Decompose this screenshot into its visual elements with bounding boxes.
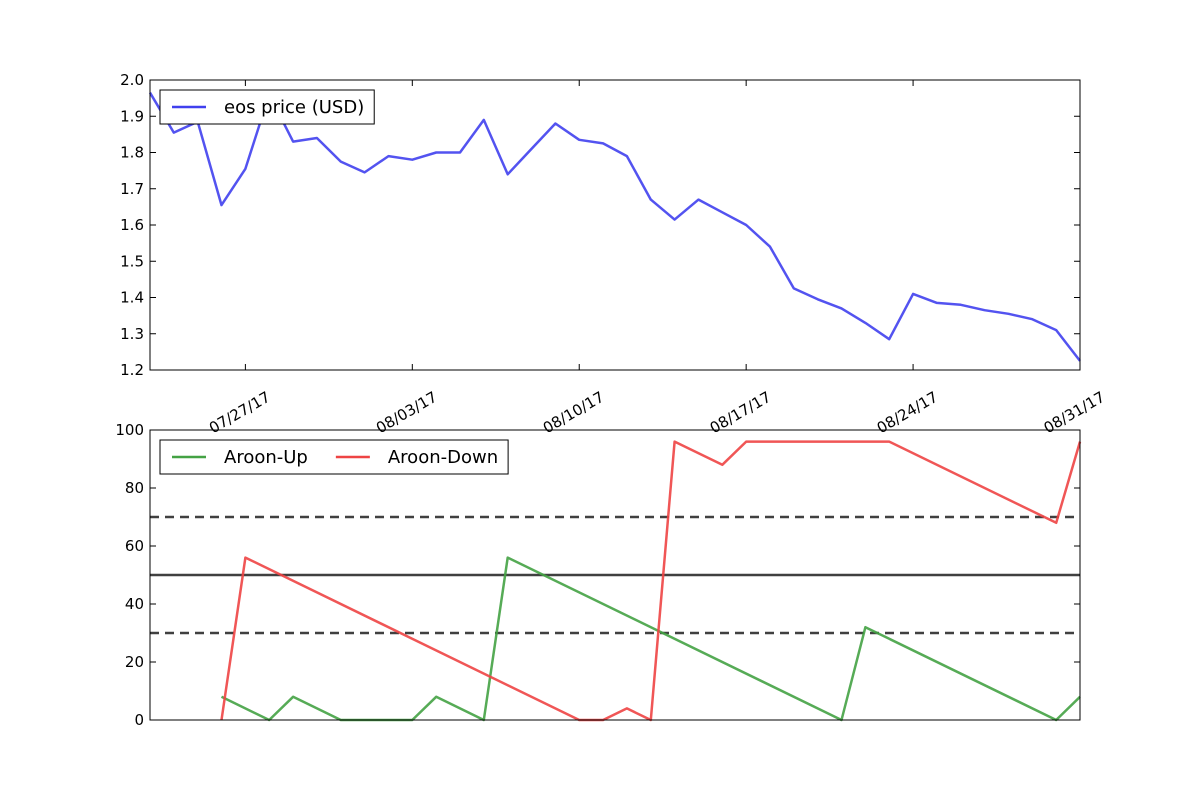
aroon-y-ticks: 0 20 40 60 80 100 (115, 421, 1080, 729)
y-tick: 1.6 (120, 216, 1080, 234)
legend-item-aroon-up: Aroon-Up (172, 447, 308, 468)
y-tick: 1.9 (120, 107, 1080, 125)
price-y-ticks: 1.2 1.3 1.4 1.5 1.6 1.7 1.8 1.9 2.0 (120, 71, 1080, 379)
y-tick-label: 1.3 (120, 325, 144, 343)
y-tick-label: 1.2 (120, 361, 144, 379)
price-legend: eos price (USD) (159, 89, 375, 125)
aroon-chart: 0 20 40 60 80 100 Aroon-Up Aroon-Down (115, 421, 1082, 729)
legend-item-aroon-down: Aroon-Down (335, 447, 498, 468)
y-tick-label: 100 (115, 421, 144, 439)
y-tick: 1.2 (120, 361, 1080, 379)
legend-label: Aroon-Up (224, 447, 308, 468)
y-tick-label: 1.6 (120, 216, 144, 234)
x-tick: 07/27/17 (206, 80, 273, 437)
y-tick-label: 1.4 (120, 289, 144, 307)
series-line-aroon-down (220, 440, 1082, 722)
y-tick-label: 1.9 (120, 107, 144, 125)
y-tick-label: 2.0 (120, 71, 144, 89)
y-tick-label: 0 (134, 711, 144, 729)
aroon-reference-lines (150, 515, 1080, 635)
y-tick: 100 (115, 421, 1080, 439)
x-tick: 08/17/17 (707, 80, 774, 437)
y-tick-label: 80 (125, 479, 144, 497)
y-tick-label: 60 (125, 537, 144, 555)
y-tick: 20 (125, 653, 1080, 671)
x-tick: 08/31/17 (1041, 80, 1108, 437)
price-x-ticks: 07/27/17 08/03/17 08/10/17 08/17/17 08/24/17… (206, 80, 1108, 437)
aroon-plot-frame (149, 429, 1081, 721)
y-tick: 1.5 (120, 252, 1080, 270)
y-tick-label: 20 (125, 653, 144, 671)
y-tick: 2.0 (120, 71, 1080, 89)
y-tick-label: 1.8 (120, 144, 144, 162)
x-tick: 08/24/17 (874, 80, 941, 437)
y-tick-label: 1.5 (120, 252, 144, 270)
y-tick: 60 (125, 537, 1080, 555)
aroon-lines (220, 440, 1082, 722)
y-tick: 80 (125, 479, 1080, 497)
series-line-aroon-up (220, 556, 1081, 722)
legend-box (159, 439, 509, 475)
y-tick-label: 40 (125, 595, 144, 613)
y-tick: 40 (125, 595, 1080, 613)
y-tick: 1.8 (120, 144, 1080, 162)
price-chart: 1.2 1.3 1.4 1.5 1.6 1.7 1.8 1.9 2.0 07/27/17 08/0… (120, 71, 1108, 437)
y-tick-label: 1.7 (120, 180, 144, 198)
legend-label: Aroon-Down (388, 447, 498, 468)
y-tick: 0 (134, 711, 1080, 729)
y-tick: 1.7 (120, 180, 1080, 198)
series-line-eos-price-usd (148, 92, 1081, 362)
legend-item-eos-price-usd: eos price (USD) (172, 97, 364, 118)
aroon-legend: Aroon-Up Aroon-Down (159, 439, 509, 475)
legend-label: eos price (USD) (224, 97, 364, 118)
x-tick: 08/03/17 (373, 80, 440, 437)
price-lines (148, 92, 1081, 362)
y-tick: 1.3 (120, 325, 1080, 343)
x-tick: 08/10/17 (540, 80, 607, 437)
y-tick: 1.4 (120, 289, 1080, 307)
